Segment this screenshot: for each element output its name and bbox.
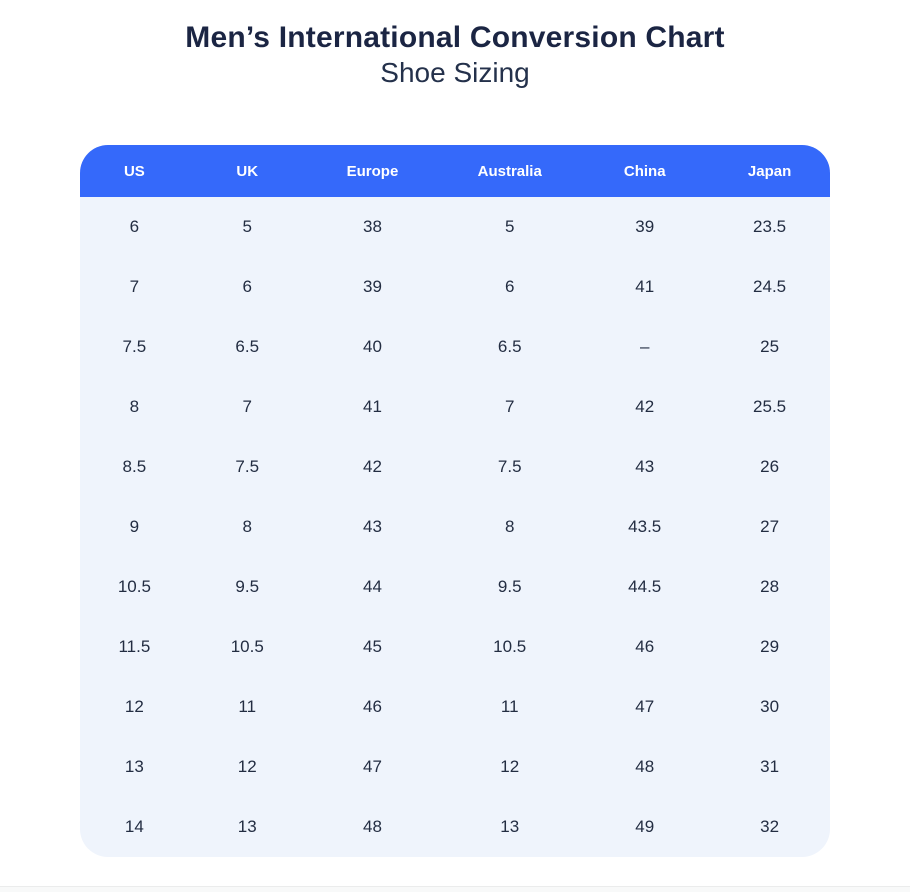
table-row: 11.5 10.5 45 10.5 46 29: [80, 617, 830, 677]
table-cell: 44.5: [628, 577, 662, 596]
column-header-us: US: [123, 162, 145, 180]
table-body: 6 5 38 5 39 23.5 7 6 39 6 41 24.5 7.5 6.5 40 6.5 – 25 8 7 41…: [80, 197, 830, 857]
table-row: 13 12 47 12 48 31: [80, 737, 830, 797]
table-cell: 39: [363, 277, 382, 296]
table-cell: 11: [238, 697, 257, 716]
table-cell: 44: [363, 577, 382, 596]
table-row: 8 7 41 7 42 25.5: [80, 377, 830, 437]
conversion-table: US UK Europe Australia China Japan 6 5 38 5 39 23.…: [80, 145, 830, 857]
table-row: 7 6 39 6 41 24.5: [80, 257, 830, 317]
table-cell: 7: [129, 277, 140, 296]
table-cell: 13: [500, 817, 520, 836]
table-cell: 5: [242, 217, 252, 236]
table-row: 6 5 38 5 39 23.5: [80, 197, 830, 257]
table-cell: 10.5: [117, 577, 151, 596]
table-cell: 46: [363, 697, 382, 716]
table-cell: 30: [760, 697, 780, 716]
table-cell: 10.5: [493, 637, 527, 656]
column-header-europe: Europe: [346, 162, 399, 180]
table-cell: 24.5: [753, 277, 787, 296]
table-cell: 8: [129, 397, 140, 416]
page-subtitle: Shoe Sizing: [380, 57, 530, 88]
column-header-australia: Australia: [477, 162, 542, 180]
table-cell: 12: [124, 697, 144, 716]
table-header-row: US UK Europe Australia China Japan: [80, 145, 830, 197]
table-cell: 14: [124, 817, 144, 836]
page-title: Men’s International Conversion Chart: [185, 21, 725, 54]
table-cell: 23.5: [753, 217, 787, 236]
table-cell: 8: [504, 517, 515, 536]
table-cell: 7: [242, 397, 252, 416]
table-cell: 48: [363, 817, 382, 836]
table-cell: 7.5: [497, 457, 522, 476]
table-cell: 7.5: [122, 337, 147, 356]
table-cell: 10.5: [230, 637, 264, 656]
table-row: 12 11 46 11 47 30: [80, 677, 830, 737]
table-cell: 7.5: [235, 457, 260, 476]
table-cell: 5: [504, 217, 515, 236]
bottom-section-divider: [0, 886, 910, 892]
page-header: Men’s International Conversion Chart Sho…: [0, 0, 910, 90]
table-row: 9 8 43 8 43.5 27: [80, 497, 830, 557]
table-cell: 43.5: [628, 517, 662, 536]
table-cell: 47: [635, 697, 655, 716]
column-header-uk: UK: [236, 162, 259, 180]
table-cell: 12: [500, 757, 520, 776]
column-header-japan: Japan: [747, 162, 792, 180]
table-cell: 29: [760, 637, 780, 656]
table-cell: 9.5: [235, 577, 260, 596]
table-cell: 43: [635, 457, 655, 476]
table-row: 14 13 48 13 49 32: [80, 797, 830, 857]
table-cell: 8.5: [122, 457, 147, 476]
table-cell: 11.5: [118, 637, 151, 656]
table-cell: 42: [635, 397, 655, 416]
table-cell: 9.5: [497, 577, 522, 596]
table-cell: 39: [635, 217, 655, 236]
table-cell: 49: [635, 817, 655, 836]
table-cell: 6.5: [497, 337, 522, 356]
table-cell: 32: [760, 817, 780, 836]
table-cell: 43: [363, 517, 382, 536]
table-cell: 6: [129, 217, 140, 236]
table-cell: 6: [504, 277, 515, 296]
table-row: 8.5 7.5 42 7.5 43 26: [80, 437, 830, 497]
table-cell: 9: [129, 517, 140, 536]
table-cell: 7: [504, 397, 515, 416]
table-cell: 45: [363, 637, 382, 656]
table-cell: 41: [363, 397, 382, 416]
table-cell: 31: [760, 757, 780, 776]
table-row: 7.5 6.5 40 6.5 – 25: [80, 317, 830, 377]
table-cell: 47: [363, 757, 382, 776]
table-cell: 28: [760, 577, 780, 596]
table-cell: 41: [635, 277, 655, 296]
table-cell: –: [639, 337, 650, 356]
table-cell: 46: [635, 637, 655, 656]
table-cell: 27: [760, 517, 780, 536]
table-cell: 48: [635, 757, 655, 776]
table-cell: 12: [237, 757, 257, 776]
column-header-china: China: [623, 162, 666, 180]
table-cell: 25.5: [753, 397, 787, 416]
table-cell: 42: [363, 457, 382, 476]
table-cell: 13: [124, 757, 144, 776]
table-cell: 25: [760, 337, 780, 356]
table-cell: 8: [242, 517, 252, 536]
table-cell: 6.5: [235, 337, 260, 356]
table-row: 10.5 9.5 44 9.5 44.5 28: [80, 557, 830, 617]
table-cell: 6: [242, 277, 252, 296]
table-cell: 26: [760, 457, 780, 476]
table-cell: 13: [237, 817, 257, 836]
table-cell: 11: [500, 697, 519, 716]
table-cell: 38: [363, 217, 382, 236]
table-cell: 40: [363, 337, 382, 356]
